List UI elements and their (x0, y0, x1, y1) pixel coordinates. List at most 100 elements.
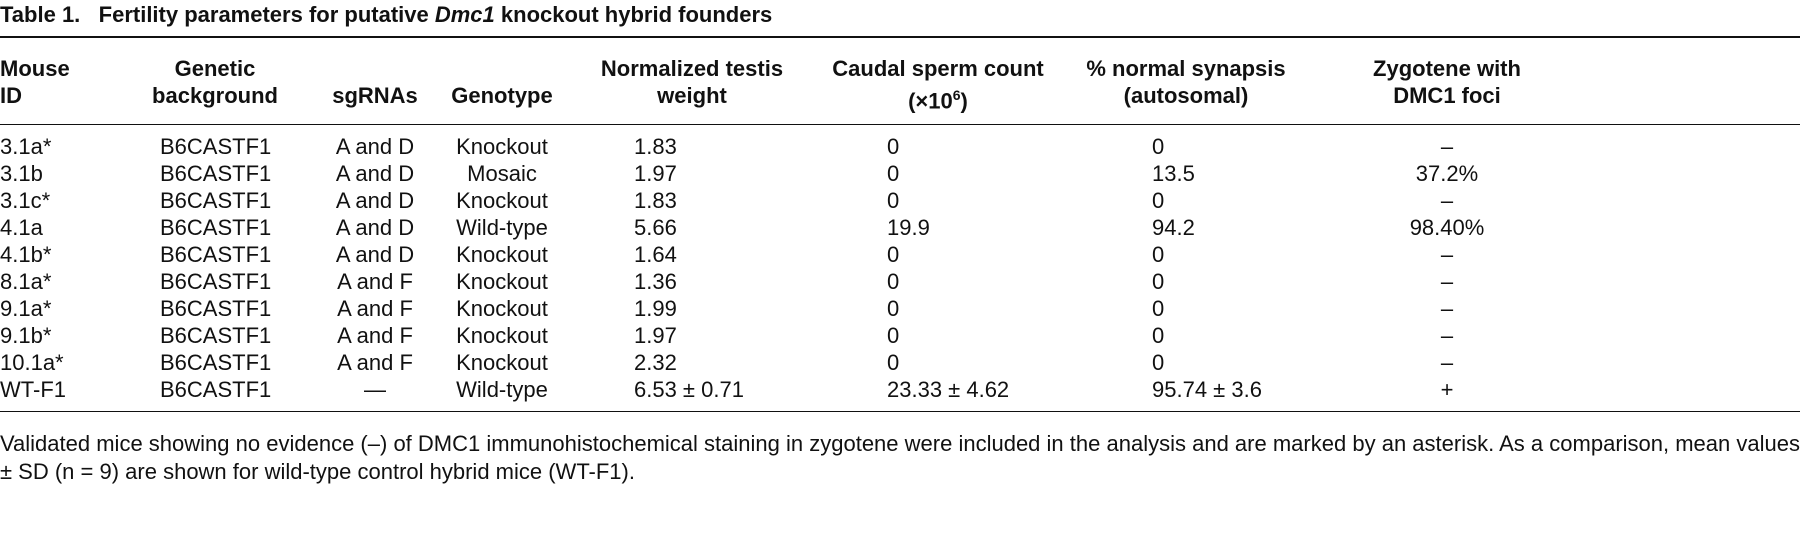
table-cell: B6CASTF1 (160, 134, 272, 159)
table-cell: 23.33 ± 4.62 (887, 377, 1010, 402)
title-text: knockout hybrid founders (494, 2, 773, 27)
table-cell: 5.66 (634, 215, 677, 240)
table-cell: Wild-type (456, 377, 548, 402)
header-line: Caudal sperm count (832, 56, 1044, 81)
header-line: Zygotene with (1373, 56, 1521, 81)
header: Normalized testis weight (601, 55, 783, 109)
table-cell: A and F (337, 323, 413, 348)
header-line: Mouse (0, 56, 70, 81)
header-line: background (152, 83, 278, 108)
header-line: sgRNAs (332, 83, 418, 108)
table-cell: 3.1c* (0, 188, 51, 213)
table-cell: 37.2% (1415, 161, 1479, 186)
table-cell: 1.83 (634, 134, 677, 159)
table-cell: 0 (887, 242, 900, 267)
table-cell: 0 (887, 134, 900, 159)
table-cell: B6CASTF1 (160, 296, 272, 321)
table-cell: Knockout (456, 242, 548, 267)
table-cell: 2.32 (634, 350, 677, 375)
table-cell: 0 (887, 188, 900, 213)
table-cell: 19.9 (887, 215, 930, 240)
table-cell: 0 (887, 161, 900, 186)
table-cell: 10.1a* (0, 350, 64, 375)
table-title: Table 1. Fertility parameters for putati… (0, 2, 772, 28)
table-cell: 94.2 (1152, 215, 1195, 240)
header: Mouse ID (0, 55, 70, 109)
table-cell: 0 (887, 296, 900, 321)
header-sup: 6 (952, 87, 961, 103)
table-cell: 0 (1152, 188, 1165, 213)
table-cell: 0 (1152, 323, 1165, 348)
header-line: ID (0, 83, 22, 108)
title-gene: Dmc1 (434, 2, 495, 27)
table-cell: B6CASTF1 (160, 215, 272, 240)
table-cell: 0 (1152, 134, 1165, 159)
table-cell: A and F (337, 350, 413, 375)
top-rule (0, 36, 1800, 38)
header-line: weight (657, 83, 727, 108)
table-cell: A and D (335, 242, 415, 267)
header: Zygotene with DMC1 foci (1373, 55, 1521, 109)
table-cell: Mosaic (467, 161, 537, 186)
table-cell: 1.97 (634, 323, 677, 348)
table-cell: 6.53 ± 0.71 (634, 377, 744, 402)
table-cell: 3.1b (0, 161, 43, 186)
table-cell: A and D (335, 188, 415, 213)
header-line: Genetic (174, 56, 256, 81)
header: Caudal sperm count (×106) (832, 55, 1043, 114)
header-line: (×10 (908, 88, 953, 114)
table-cell: A and F (337, 269, 413, 294)
table-cell: – (1440, 269, 1454, 294)
table-cell: 0 (887, 350, 900, 375)
table-cell: A and D (335, 134, 415, 159)
table-cell: — (364, 377, 386, 402)
table-cell: 0 (1152, 296, 1165, 321)
table-cell: – (1440, 350, 1454, 375)
header-line: DMC1 foci (1393, 83, 1501, 108)
header: sgRNAs (332, 82, 418, 109)
header-rule (0, 124, 1800, 125)
table-cell: B6CASTF1 (160, 377, 272, 402)
table-cell: 1.97 (634, 161, 677, 186)
table-cell: 9.1b* (0, 323, 52, 348)
footnote: Validated mice showing no evidence (–) o… (0, 431, 1800, 484)
table-cell: 4.1a (0, 215, 43, 240)
table-cell: 0 (887, 269, 900, 294)
table-cell: A and D (335, 161, 415, 186)
table-cell: Knockout (456, 188, 548, 213)
table-cell: WT-F1 (0, 377, 66, 402)
table-cell: 9.1a* (0, 296, 52, 321)
table-cell: – (1440, 188, 1454, 213)
table-cell: 95.74 ± 3.6 (1152, 377, 1262, 402)
table-cell: 4.1b* (0, 242, 52, 267)
bottom-rule (0, 411, 1800, 412)
table-cell: 3.1a* (0, 134, 52, 159)
table-cell: Knockout (456, 296, 548, 321)
table-cell: 1.99 (634, 296, 677, 321)
table-cell: B6CASTF1 (160, 269, 272, 294)
table-cell: + (1440, 377, 1454, 402)
header-line: % normal synapsis (1086, 56, 1286, 81)
table-cell: Wild-type (456, 215, 548, 240)
table-cell: 98.40% (1409, 215, 1485, 240)
table-cell: B6CASTF1 (160, 242, 272, 267)
table-cell: B6CASTF1 (160, 323, 272, 348)
table-label: Table 1. (0, 2, 81, 27)
table-cell: – (1440, 134, 1454, 159)
table-cell: 1.36 (634, 269, 677, 294)
table-cell: 0 (1152, 242, 1165, 267)
table-cell: – (1440, 242, 1454, 267)
table-cell: 8.1a* (0, 269, 52, 294)
header: % normal synapsis (autosomal) (1086, 55, 1285, 109)
table-cell: B6CASTF1 (160, 161, 272, 186)
table-cell: 0 (1152, 269, 1165, 294)
table-cell: 13.5 (1152, 161, 1195, 186)
header-line: (autosomal) (1123, 83, 1249, 108)
table-cell: A and D (335, 215, 415, 240)
header-line: Genotype (451, 83, 553, 108)
table-cell: B6CASTF1 (160, 188, 272, 213)
table-cell: Knockout (456, 134, 548, 159)
table-cell: 1.83 (634, 188, 677, 213)
table-cell: Knockout (456, 269, 548, 294)
